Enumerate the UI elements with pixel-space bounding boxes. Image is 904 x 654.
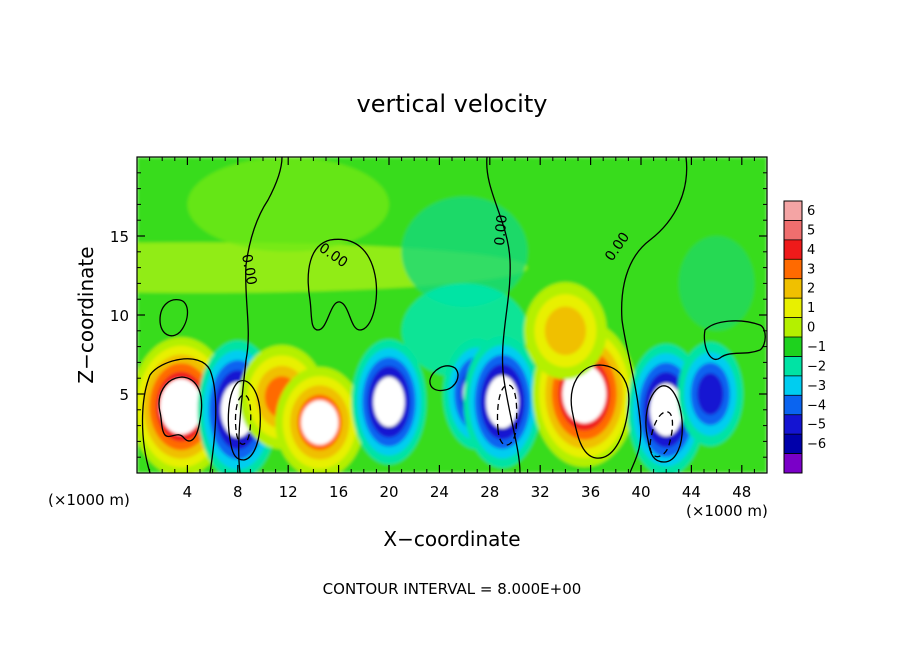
weak-motion-region: [401, 196, 528, 308]
saturated-core: [301, 400, 339, 445]
x-tick-label: 12: [279, 483, 298, 501]
contour-label: 0.00: [238, 253, 259, 286]
colorbar-label: −1: [807, 340, 826, 355]
zero-contour-left: [238, 157, 283, 473]
colorbar-swatch: [784, 337, 802, 357]
zero-contour-cell-36km: [570, 364, 630, 459]
x-axis-label: X−coordinate: [383, 527, 520, 551]
y-tick-label: 15: [110, 228, 129, 246]
colorbar-label: −4: [807, 398, 826, 413]
zero-contour-mid: [486, 157, 521, 473]
x-tick-label: 16: [329, 483, 348, 501]
colorbar-swatch: [784, 356, 802, 377]
updraft-band: [544, 306, 587, 356]
colorbar-swatch: [784, 434, 802, 455]
zero-contour-right: [621, 157, 688, 473]
colorbar-label: −2: [807, 359, 826, 374]
dashed-contour-42km: [649, 411, 674, 458]
contour-interval-note: CONTOUR INTERVAL = 8.000E+00: [323, 580, 582, 598]
x-tick-label: 24: [430, 483, 449, 501]
zero-contour-updraft-1: [141, 358, 217, 473]
x-tick-label: 32: [531, 483, 550, 501]
zero-contour-cell-42km: [645, 385, 683, 463]
colorbar-label: −3: [807, 379, 826, 394]
colorbar-label: 6: [807, 204, 815, 219]
colorbar: 6 5 4 3 2 1 0 −1 −2 −3 −4 −5 −6: [783, 200, 826, 474]
downdraft-band: [697, 373, 724, 415]
zero-contour-cell-8km: [227, 380, 261, 461]
y-tick-label: 10: [110, 307, 129, 325]
saturated-core: [159, 378, 203, 435]
colorbar-swatch: [784, 220, 802, 241]
colorbar-label: 4: [807, 243, 815, 258]
zero-contour-upper-left: [159, 299, 189, 337]
colorbar-swatch: [784, 201, 802, 221]
contour-label: 0.00: [492, 214, 511, 246]
x-tick-label: 28: [480, 483, 499, 501]
saturated-core: [373, 376, 405, 427]
zero-contour-cell-left: [158, 376, 203, 442]
y-tick-label: 5: [119, 386, 129, 404]
colorbar-label: −6: [807, 437, 826, 452]
dashed-contour-29km: [496, 384, 518, 446]
colorbar-label: 0: [807, 321, 815, 336]
colorbar-swatch: [784, 395, 802, 416]
x-tick-label: 20: [379, 483, 398, 501]
colorbar-label: 1: [807, 301, 815, 316]
x-axis-ticks: 4 8 12 16 20 24 28 32 36 40 44 48: [149, 157, 768, 501]
zero-contour-right-edge: [703, 320, 766, 361]
plot-area: 0.00 0.00 0.00 0.00 4 8 12 16 20 24 28 32 36 40 44…: [110, 156, 768, 501]
colorbar-swatch: [784, 259, 802, 280]
x-tick-label: 44: [682, 483, 701, 501]
x-tick-label: 8: [233, 483, 243, 501]
colorbar-swatch: [784, 317, 802, 338]
x-unit-label-left: (×1000 m): [48, 491, 130, 509]
y-axis-label: Z−coordinate: [74, 246, 98, 383]
x-tick-label: 4: [183, 483, 193, 501]
x-unit-label-right: (×1000 m): [686, 502, 768, 520]
velocity-field: [137, 157, 767, 473]
colorbar-label: 3: [807, 262, 815, 277]
colorbar-swatch: [784, 239, 802, 260]
saturated-core: [649, 383, 683, 437]
chart-title: vertical velocity: [357, 90, 548, 118]
colorbar-swatch: [784, 453, 802, 474]
colorbar-label: 2: [807, 282, 815, 297]
x-tick-label: 36: [581, 483, 600, 501]
colorbar-swatch: [784, 278, 802, 299]
saturated-core: [486, 375, 519, 429]
colorbar-swatch: [784, 375, 802, 396]
weak-motion-region: [187, 157, 389, 252]
colorbar-swatch: [784, 414, 802, 435]
x-tick-label: 40: [631, 483, 650, 501]
zero-contour-upper: [307, 238, 378, 331]
y-axis-ticks: 5 10 15: [110, 172, 767, 458]
colorbar-label: 5: [807, 223, 815, 238]
dashed-contour-8km: [234, 394, 252, 445]
zero-contour-lower-mid: [429, 365, 459, 392]
colorbar-swatch: [784, 298, 802, 319]
weak-motion-region: [678, 236, 755, 331]
x-tick-label: 48: [732, 483, 751, 501]
colorbar-label: −5: [807, 418, 826, 433]
contour-lines: [141, 157, 766, 473]
saturated-core: [562, 364, 607, 424]
